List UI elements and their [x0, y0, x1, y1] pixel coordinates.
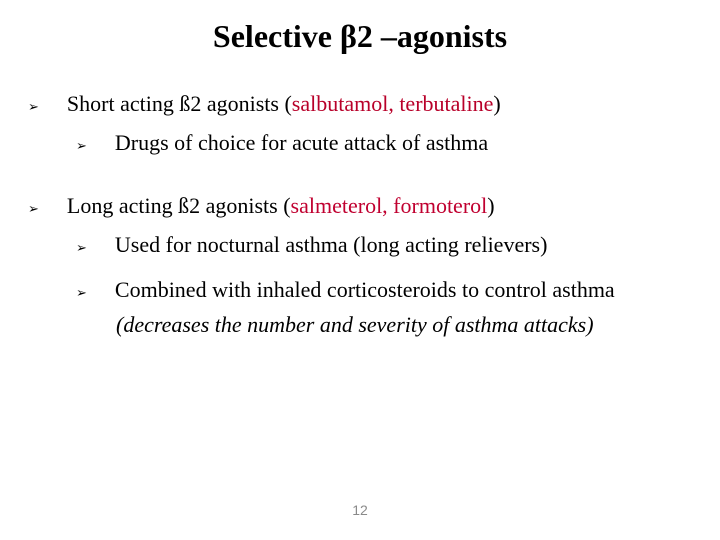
drug-names: salbutamol, terbutaline	[292, 91, 494, 116]
bullet-icon: ➢	[76, 138, 87, 154]
drug-names: salmeterol, formoterol	[291, 193, 488, 218]
bullet-short-acting: ➢ Short acting ß2 agonists (salbutamol, …	[20, 87, 700, 120]
page-number: 12	[0, 502, 720, 518]
note-text: (decreases the number and severity of as…	[116, 312, 594, 337]
text-fragment: )	[493, 91, 500, 116]
bullet-text: Short acting ß2 agonists (salbutamol, te…	[67, 87, 501, 120]
bullet-icon: ➢	[28, 201, 39, 217]
bullet-icon: ➢	[76, 285, 87, 301]
bullet-text: Used for nocturnal asthma (long acting r…	[115, 228, 548, 261]
bullet-long-sub1: ➢ Used for nocturnal asthma (long acting…	[20, 228, 700, 261]
text-fragment: )	[487, 193, 494, 218]
bullet-icon: ➢	[76, 240, 87, 256]
bullet-icon: ➢	[28, 99, 39, 115]
text-fragment: Long acting ß2 agonists (	[67, 193, 291, 218]
bullet-text: Long acting ß2 agonists (salmeterol, for…	[67, 189, 495, 222]
bullet-long-acting: ➢ Long acting ß2 agonists (salmeterol, f…	[20, 189, 700, 222]
bullet-short-sub1: ➢ Drugs of choice for acute attack of as…	[20, 126, 700, 159]
bullet-text: Combined with inhaled corticosteroids to…	[115, 273, 615, 306]
bullet-long-sub2: ➢ Combined with inhaled corticosteroids …	[20, 273, 700, 306]
bullet-text: Drugs of choice for acute attack of asth…	[115, 126, 488, 159]
slide-title: Selective β2 –agonists	[20, 18, 700, 55]
text-fragment: Short acting ß2 agonists (	[67, 91, 292, 116]
slide: Selective β2 –agonists ➢ Short acting ß2…	[0, 0, 720, 540]
bullet-long-note: (decreases the number and severity of as…	[20, 308, 700, 341]
